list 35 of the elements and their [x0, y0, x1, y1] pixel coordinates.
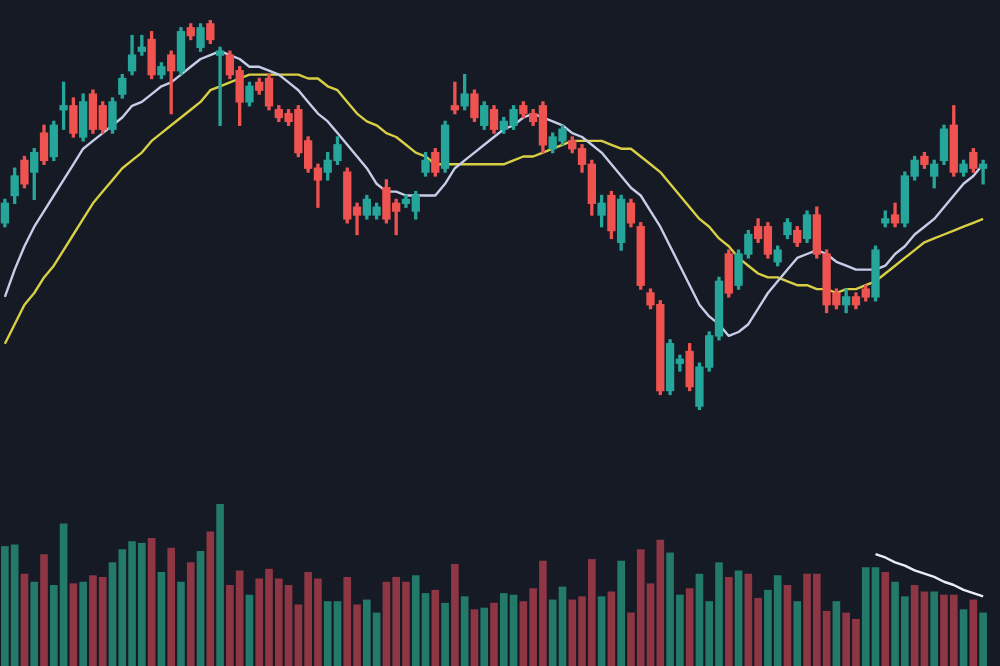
bar — [167, 547, 175, 666]
bar — [793, 601, 802, 666]
bar — [470, 609, 479, 666]
bar — [930, 591, 939, 666]
bar — [206, 531, 215, 666]
bar — [177, 581, 185, 666]
bar — [460, 596, 469, 666]
bar — [40, 554, 48, 666]
bar — [196, 550, 205, 666]
bar — [216, 504, 224, 666]
bar — [783, 585, 792, 666]
bar — [490, 602, 498, 666]
bar — [147, 538, 156, 666]
bar — [245, 594, 254, 666]
bar — [79, 581, 87, 666]
bar — [685, 588, 694, 666]
bar — [186, 562, 195, 666]
bar — [597, 596, 606, 666]
bar — [431, 589, 440, 666]
bar — [724, 576, 733, 666]
bar — [69, 583, 78, 666]
bar — [959, 609, 968, 666]
bar — [617, 560, 625, 666]
bar — [30, 581, 39, 666]
bar — [969, 599, 978, 666]
bar — [441, 602, 449, 666]
bar — [480, 607, 489, 666]
bar — [157, 572, 166, 666]
bar — [832, 601, 841, 666]
bar — [881, 572, 890, 666]
bar — [734, 570, 743, 666]
bar — [20, 573, 29, 666]
bar — [607, 591, 616, 666]
bar — [451, 563, 459, 666]
bar — [979, 612, 987, 666]
